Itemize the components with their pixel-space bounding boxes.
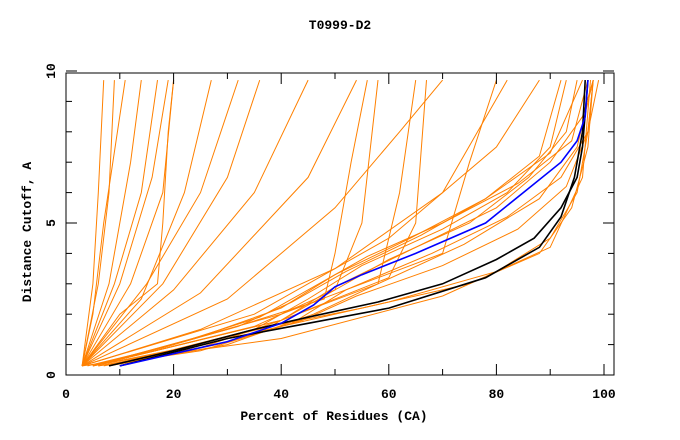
series-line-model [81,80,105,366]
series-line-model [108,80,594,367]
x-tick-label: 40 [273,387,289,402]
y-tick-label: 5 [44,219,59,227]
x-axis-label: Percent of Residues (CA) [240,409,427,424]
series-line-model [81,80,115,366]
series-line-model [103,80,594,367]
curves [81,79,600,367]
series-line-model [108,80,594,367]
series-line-model [81,79,357,367]
x-tick-label: 20 [166,387,182,402]
x-tick-label: 60 [381,387,397,402]
series-line-highlight [119,80,589,367]
series-line-model [108,79,594,367]
series-line-model [81,79,212,367]
y-tick-label: 10 [44,63,59,79]
series-line-model [81,79,309,367]
series-line-model [87,79,562,367]
series-line-reference-1 [108,80,589,367]
y-axis-label: Distance Cutoff, A [20,162,35,303]
series-line-model [92,80,417,367]
y-tick-label: 0 [44,371,59,379]
series-line-model [82,80,591,367]
series-line-model [92,80,427,367]
series-line-model [92,79,583,367]
series-line-model [81,79,261,367]
x-tick-label: 80 [489,387,505,402]
chart-title: T0999-D2 [309,18,372,33]
ticks: 0 20 40 60 80 100 0 5 10 [44,63,616,402]
series-line-model [81,80,158,367]
series-line-model [81,80,142,367]
series-line-model [92,79,497,367]
series-line-model [81,80,169,367]
series-line-model [98,79,600,367]
plot-frame [65,72,615,376]
series-line-reference-2 [119,80,586,367]
series-line-model [81,80,126,367]
x-tick-label: 0 [62,387,70,402]
x-tick-label: 100 [592,387,616,402]
series-line-model [81,79,443,367]
series-line-model [81,79,239,367]
